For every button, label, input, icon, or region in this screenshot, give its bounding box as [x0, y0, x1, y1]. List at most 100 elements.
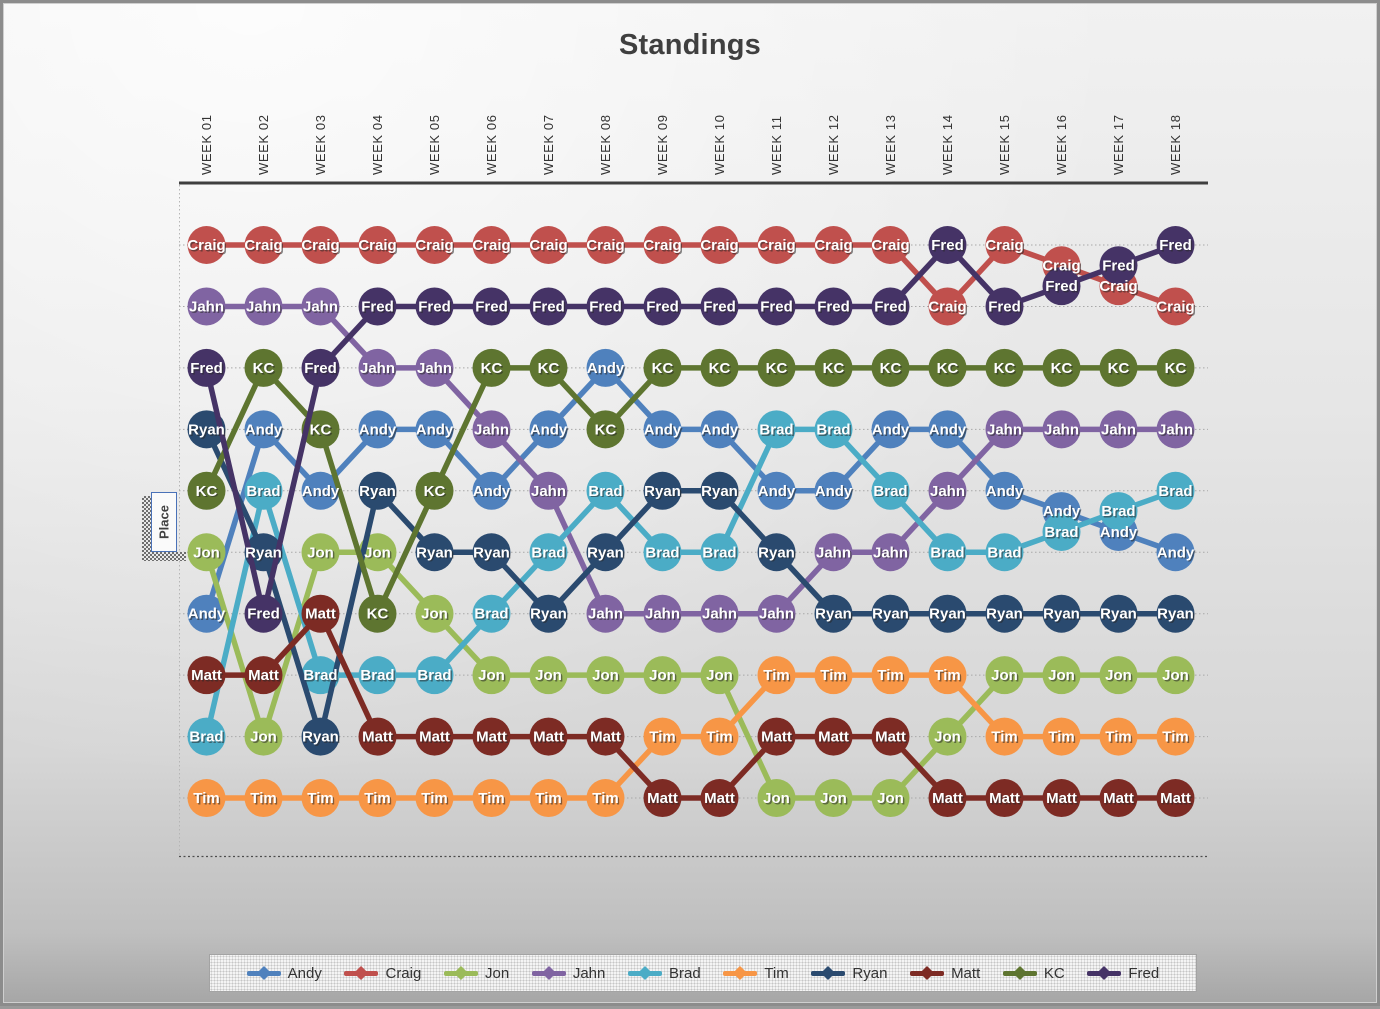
data-point-andy-week-1[interactable] — [187, 594, 226, 633]
data-point-fred-week-14[interactable] — [928, 226, 967, 264]
data-point-andy-week-13[interactable] — [871, 410, 910, 449]
data-point-andy-week-6[interactable] — [472, 471, 511, 510]
data-point-jon-week-8[interactable] — [586, 656, 625, 695]
data-point-jahn-week-14[interactable] — [928, 471, 967, 510]
data-point-brad-week-11[interactable] — [757, 410, 796, 449]
data-point-ryan-week-10[interactable] — [700, 471, 739, 510]
data-point-matt-week-17[interactable] — [1099, 779, 1138, 818]
data-point-ryan-week-17[interactable] — [1099, 594, 1138, 633]
data-point-jon-week-6[interactable] — [472, 656, 511, 695]
data-point-jahn-week-11[interactable] — [757, 594, 796, 633]
data-point-tim-week-14[interactable] — [928, 656, 967, 695]
data-point-tim-week-9[interactable] — [643, 717, 682, 756]
data-point-ryan-week-8[interactable] — [586, 533, 625, 572]
data-point-kc-week-11[interactable] — [757, 348, 796, 387]
data-point-tim-week-13[interactable] — [871, 656, 910, 695]
data-point-brad-week-9[interactable] — [643, 533, 682, 572]
legend-item-jahn[interactable]: Jahn — [531, 965, 605, 982]
legend-item-fred[interactable]: Fred — [1087, 965, 1159, 982]
data-point-ryan-week-18[interactable] — [1156, 594, 1195, 633]
data-point-kc-week-8[interactable] — [586, 410, 625, 449]
data-point-craig-week-6[interactable] — [472, 226, 511, 264]
data-point-craig-week-5[interactable] — [415, 226, 454, 264]
data-point-andy-week-8[interactable] — [586, 348, 625, 387]
data-point-fred-week-16[interactable] — [1042, 267, 1081, 306]
data-point-jahn-week-10[interactable] — [700, 594, 739, 633]
data-point-andy-week-15[interactable] — [985, 471, 1024, 510]
data-point-ryan-week-9[interactable] — [643, 471, 682, 510]
data-point-fred-week-7[interactable] — [529, 287, 568, 326]
data-point-ryan-week-14[interactable] — [928, 594, 967, 633]
data-point-jon-week-9[interactable] — [643, 656, 682, 695]
data-point-matt-week-8[interactable] — [586, 717, 625, 756]
data-point-ryan-week-13[interactable] — [871, 594, 910, 633]
data-point-brad-week-14[interactable] — [928, 533, 967, 572]
data-point-craig-week-11[interactable] — [757, 226, 796, 264]
data-point-kc-week-10[interactable] — [700, 348, 739, 387]
data-point-jon-week-5[interactable] — [415, 594, 454, 633]
data-point-brad-week-15[interactable] — [985, 533, 1024, 572]
data-point-craig-week-18[interactable] — [1156, 287, 1195, 326]
data-point-tim-week-17[interactable] — [1099, 717, 1138, 756]
data-point-tim-week-8[interactable] — [586, 779, 625, 818]
data-point-jon-week-15[interactable] — [985, 656, 1024, 695]
data-point-jahn-week-17[interactable] — [1099, 410, 1138, 449]
data-point-matt-week-1[interactable] — [187, 656, 226, 695]
data-point-kc-week-13[interactable] — [871, 348, 910, 387]
data-point-andy-week-14[interactable] — [928, 410, 967, 449]
data-point-brad-week-8[interactable] — [586, 471, 625, 510]
data-point-andy-week-9[interactable] — [643, 410, 682, 449]
data-point-craig-week-14[interactable] — [928, 287, 967, 326]
data-point-fred-week-10[interactable] — [700, 287, 739, 326]
data-point-craig-week-9[interactable] — [643, 226, 682, 264]
data-point-fred-week-9[interactable] — [643, 287, 682, 326]
data-point-craig-week-15[interactable] — [985, 226, 1024, 264]
data-point-jon-week-7[interactable] — [529, 656, 568, 695]
data-point-jon-week-1[interactable] — [187, 533, 226, 572]
data-point-matt-week-12[interactable] — [814, 717, 853, 756]
data-point-fred-week-1[interactable] — [187, 348, 226, 387]
data-point-jon-week-16[interactable] — [1042, 656, 1081, 695]
data-point-andy-week-2[interactable] — [244, 410, 283, 449]
data-point-brad-week-6[interactable] — [472, 594, 511, 633]
data-point-kc-week-18[interactable] — [1156, 348, 1195, 387]
data-point-fred-week-18[interactable] — [1156, 226, 1195, 264]
data-point-tim-week-7[interactable] — [529, 779, 568, 818]
data-point-jon-week-12[interactable] — [814, 779, 853, 818]
data-point-jahn-week-18[interactable] — [1156, 410, 1195, 449]
data-point-jahn-week-15[interactable] — [985, 410, 1024, 449]
data-point-matt-week-4[interactable] — [358, 717, 397, 756]
data-point-jahn-week-2[interactable] — [244, 287, 283, 326]
data-point-brad-week-13[interactable] — [871, 471, 910, 510]
data-point-fred-week-4[interactable] — [358, 287, 397, 326]
data-point-matt-week-13[interactable] — [871, 717, 910, 756]
data-point-craig-week-2[interactable] — [244, 226, 283, 264]
data-point-kc-week-2[interactable] — [244, 348, 283, 387]
data-point-fred-week-6[interactable] — [472, 287, 511, 326]
data-point-tim-week-18[interactable] — [1156, 717, 1195, 756]
data-point-fred-week-11[interactable] — [757, 287, 796, 326]
data-point-craig-week-10[interactable] — [700, 226, 739, 264]
legend-item-matt[interactable]: Matt — [910, 965, 980, 982]
data-point-andy-week-12[interactable] — [814, 471, 853, 510]
data-point-ryan-week-7[interactable] — [529, 594, 568, 633]
data-point-jahn-week-9[interactable] — [643, 594, 682, 633]
data-point-kc-week-1[interactable] — [187, 471, 226, 510]
data-point-jon-week-14[interactable] — [928, 717, 967, 756]
data-point-brad-week-17[interactable] — [1099, 492, 1138, 531]
data-point-matt-week-2[interactable] — [244, 656, 283, 695]
data-point-andy-week-4[interactable] — [358, 410, 397, 449]
data-point-tim-week-11[interactable] — [757, 656, 796, 695]
data-point-kc-week-4[interactable] — [358, 594, 397, 633]
data-point-craig-week-4[interactable] — [358, 226, 397, 264]
data-point-craig-week-7[interactable] — [529, 226, 568, 264]
data-point-fred-week-12[interactable] — [814, 287, 853, 326]
data-point-brad-week-2[interactable] — [244, 471, 283, 510]
data-point-andy-week-3[interactable] — [301, 471, 340, 510]
data-point-matt-week-7[interactable] — [529, 717, 568, 756]
data-point-jon-week-11[interactable] — [757, 779, 796, 818]
data-point-kc-week-5[interactable] — [415, 471, 454, 510]
legend-item-kc[interactable]: KC — [1002, 965, 1065, 982]
data-point-ryan-week-15[interactable] — [985, 594, 1024, 633]
data-point-matt-week-14[interactable] — [928, 779, 967, 818]
